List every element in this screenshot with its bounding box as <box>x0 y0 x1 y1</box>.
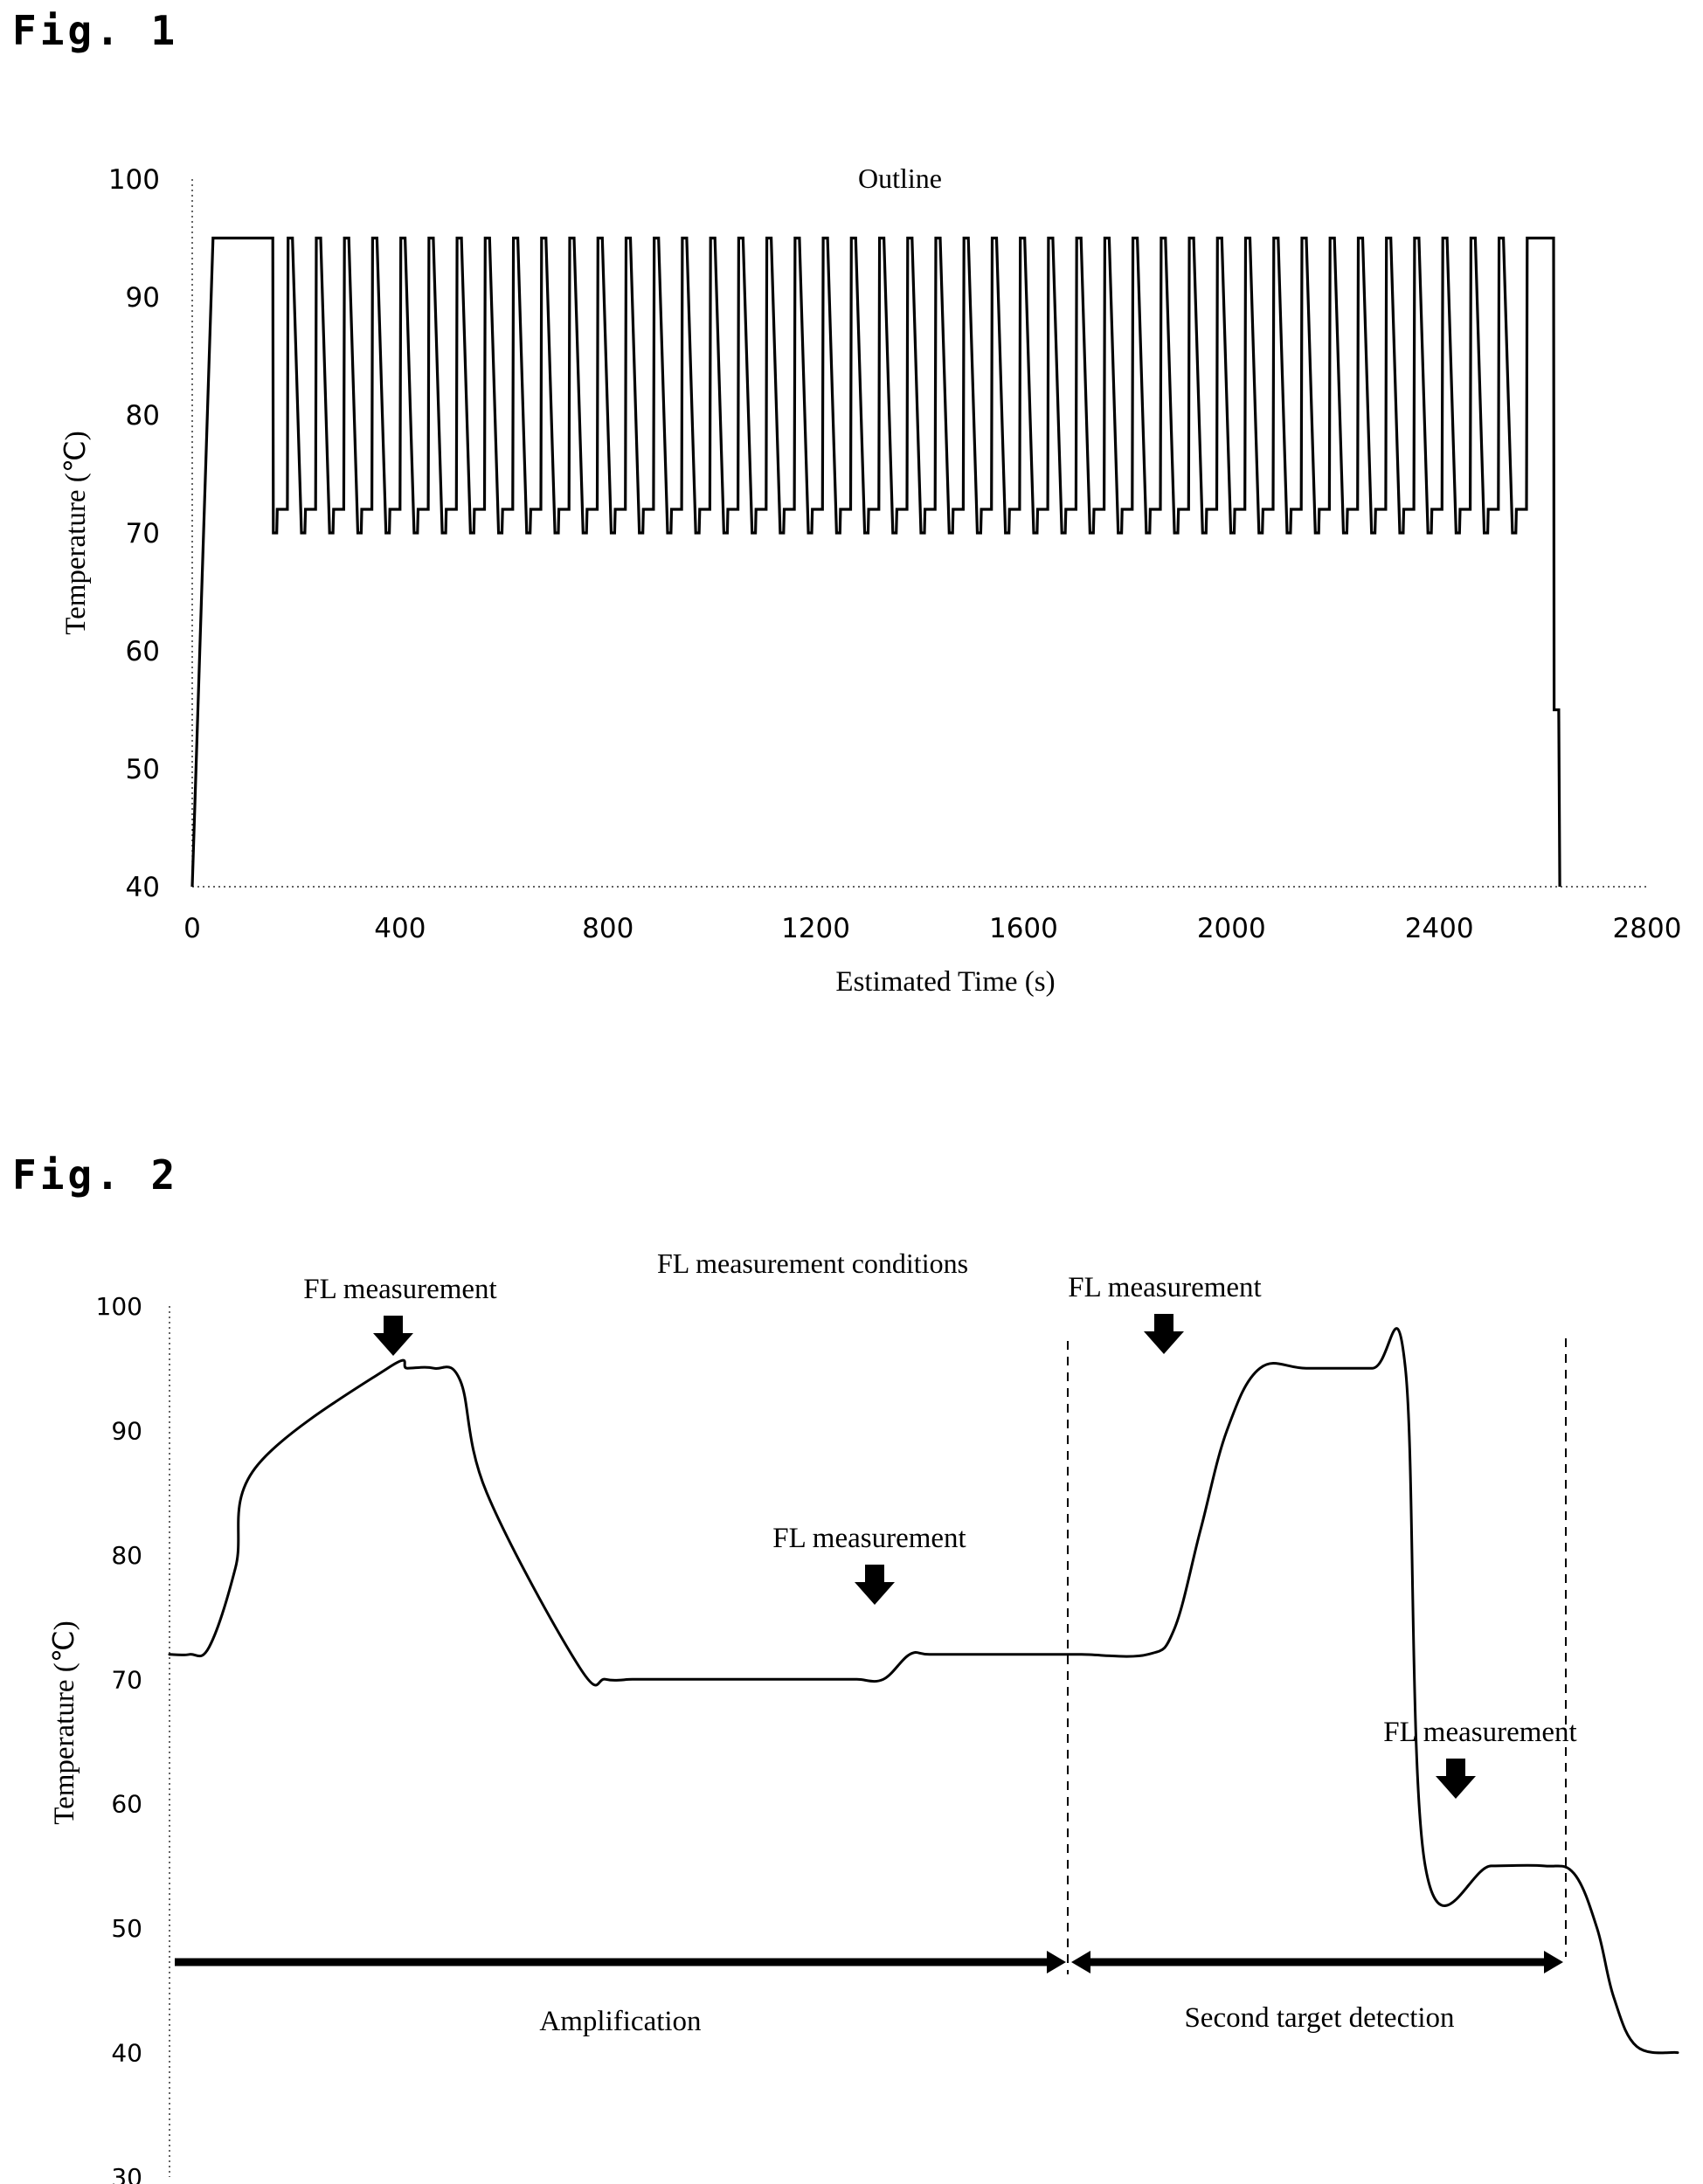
chart-fig1-x-tick-label: 400 <box>374 913 426 944</box>
chart-fig1-y-tick-label: 80 <box>126 400 160 432</box>
chart-fig1-x-tick-label: 2400 <box>1405 913 1474 944</box>
chart-fig1-x-tick-label: 1200 <box>781 913 850 944</box>
second-target-arrow-head-left <box>1071 1951 1090 1973</box>
fl-measurement-label-3: FL measurement <box>1068 1272 1261 1303</box>
chart-fig1-y-axis-label: Temperature (℃) <box>60 431 92 635</box>
second-target-arrow-head-right <box>1544 1951 1563 1973</box>
chart-fig1-x-tick-label: 800 <box>582 913 633 944</box>
chart-fig2-fl-measurement-conditions: FL measurement conditions 30 40 50 60 70 80 90… <box>0 1136 1703 2184</box>
fl-measurement-label-4: FL measurement <box>1383 1717 1576 1748</box>
chart-fig1-x-tick-label: 0 <box>183 913 201 944</box>
chart-fig2-y-tick-label: 90 <box>111 1416 142 1445</box>
chart-fig1-series-line <box>192 238 1560 888</box>
fl-measurement-arrow-1 <box>373 1316 413 1356</box>
fl-measurement-label-2: FL measurement <box>772 1523 966 1554</box>
chart-fig2-y-tick-label: 100 <box>96 1292 142 1321</box>
chart-fig1-x-axis-label: Estimated Time (s) <box>835 966 1055 998</box>
chart-fig2-series-line <box>170 1329 1678 2053</box>
phase-label-second-target-detection: Second target detection <box>1184 2002 1454 2034</box>
chart-fig1-y-tick-label: 90 <box>126 282 160 314</box>
chart-fig1-y-tick-label: 60 <box>126 636 160 667</box>
fl-measurement-arrow-2 <box>855 1565 895 1605</box>
fl-measurement-arrow-4 <box>1436 1759 1476 1799</box>
chart-fig1-temperature-profile: Outline 40 50 60 70 80 90 100 0 400 800 1200 1600 2… <box>0 0 1703 1048</box>
fl-measurement-arrow-3 <box>1144 1314 1184 1354</box>
chart-fig2-y-tick-label: 40 <box>111 2039 142 2068</box>
chart-fig1-x-tick-label: 1600 <box>989 913 1058 944</box>
fl-measurement-label-1: FL measurement <box>303 1274 496 1305</box>
chart-fig1-y-tick-label: 50 <box>126 754 160 785</box>
chart-fig2-y-tick-label: 70 <box>111 1665 142 1694</box>
chart-fig1-title: Outline <box>858 162 942 194</box>
amplification-arrow-head <box>1047 1951 1066 1973</box>
chart-fig1-y-tick-label: 100 <box>108 164 160 196</box>
phase-label-amplification: Amplification <box>539 2006 701 2037</box>
chart-fig1-x-tick-label: 2000 <box>1197 913 1266 944</box>
chart-fig2-title: FL measurement conditions <box>657 1248 968 1279</box>
chart-fig2-y-tick-label: 80 <box>111 1541 142 1570</box>
chart-fig1-y-tick-label: 70 <box>126 518 160 549</box>
chart-fig1-y-tick-label: 40 <box>126 872 160 903</box>
chart-fig2-y-axis-label: Temperature (℃) <box>49 1621 80 1825</box>
chart-fig2-y-tick-label: 60 <box>111 1790 142 1819</box>
chart-fig2-y-tick-label: 50 <box>111 1914 142 1943</box>
chart-fig1-x-tick-label: 2800 <box>1613 913 1682 944</box>
chart-fig2-y-tick-label: 30 <box>111 2163 142 2184</box>
